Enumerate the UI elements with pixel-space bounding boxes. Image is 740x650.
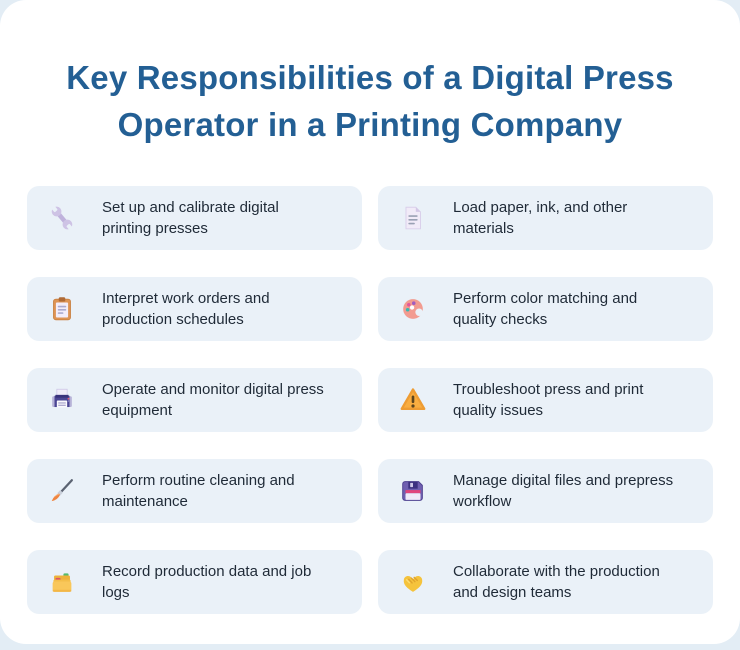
palette-icon [398, 294, 428, 324]
responsibility-label: Collaborate with the production and desig… [453, 563, 660, 601]
responsibility-label: Record production data and job logs [102, 563, 312, 601]
responsibility-label: Manage digital files and prepress workflo… [453, 472, 674, 510]
responsibility-card: Interpret work orders and production sche… [27, 277, 362, 341]
document-icon [398, 203, 428, 233]
page-title-line-1: Key Responsibilities of a Digital Press [66, 59, 674, 96]
responsibility-label: Operate and monitor digital press equipme… [102, 381, 324, 419]
responsibility-card: Load paper, ink, and other materials [378, 186, 713, 250]
responsibility-card: Manage digital files and prepress workflo… [378, 459, 713, 523]
paintbrush-icon [47, 476, 77, 506]
page-title: Key Responsibilities of a Digital Press … [0, 54, 740, 148]
clipboard-icon [47, 294, 77, 324]
page-title-line-2: Operator in a Printing Company [117, 106, 623, 143]
responsibility-label: Perform color matching and quality checks [453, 290, 638, 328]
responsibility-label: Troubleshoot press and print quality issu… [453, 381, 644, 419]
responsibility-card: Collaborate with the production and desig… [378, 550, 713, 614]
responsibilities-grid: Set up and calibrate digital printing pre… [27, 186, 713, 614]
warning-icon [398, 385, 428, 415]
responsibility-card: Troubleshoot press and print quality issu… [378, 368, 713, 432]
responsibility-card: Record production data and job logs [27, 550, 362, 614]
responsibility-card: Perform color matching and quality checks [378, 277, 713, 341]
responsibility-card: Perform routine cleaning and maintenance [27, 459, 362, 523]
responsibility-card: Operate and monitor digital press equipme… [27, 368, 362, 432]
card-index-icon [47, 567, 77, 597]
wrench-icon [47, 203, 77, 233]
handshake-icon [398, 567, 428, 597]
responsibility-label: Set up and calibrate digital printing pre… [102, 199, 279, 237]
responsibility-label: Perform routine cleaning and maintenance [102, 472, 295, 510]
printer-icon [47, 385, 77, 415]
responsibility-label: Load paper, ink, and other materials [453, 199, 628, 237]
floppy-disk-icon [398, 476, 428, 506]
responsibility-label: Interpret work orders and production sche… [102, 290, 270, 328]
responsibility-card: Set up and calibrate digital printing pre… [27, 186, 362, 250]
